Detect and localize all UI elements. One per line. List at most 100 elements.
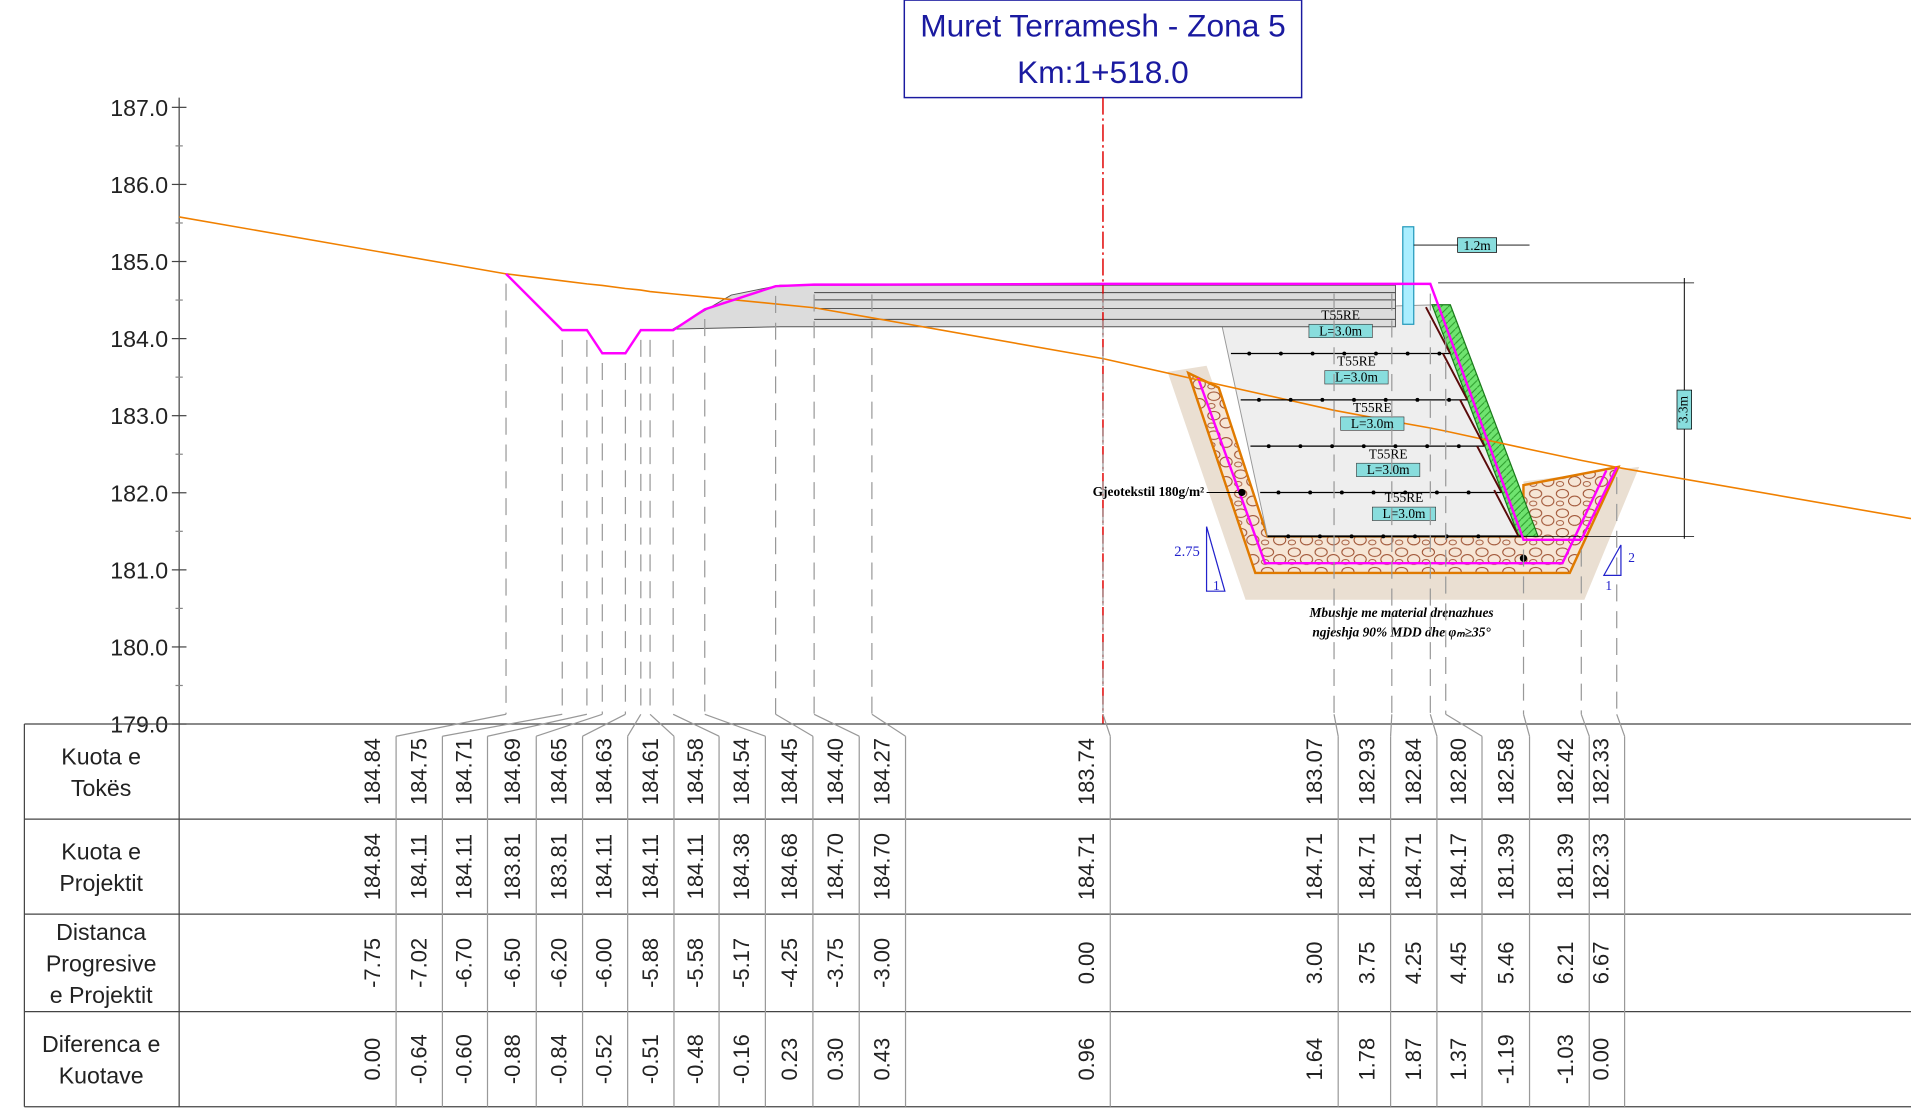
anchor: [1447, 398, 1451, 402]
anchor: [1406, 352, 1410, 356]
cell-value: 182.33: [1588, 833, 1613, 900]
row-label: e Projektit: [50, 982, 153, 1008]
station-link: [1391, 714, 1392, 736]
cell-value: 182.42: [1553, 738, 1578, 805]
cell-value: 1.87: [1401, 1038, 1426, 1081]
cell-value: -0.16: [729, 1034, 754, 1084]
anchor: [1340, 491, 1344, 495]
y-tick-label: 185.0: [110, 249, 168, 275]
reinforcement-type: T55RE: [1321, 307, 1360, 322]
guardrail-post: [1403, 227, 1414, 325]
station-link: [650, 714, 674, 736]
cell-value: 184.11: [406, 834, 431, 899]
cell-value: 183.07: [1302, 738, 1327, 805]
cell-value: -5.58: [683, 938, 708, 988]
station-link: [1103, 714, 1110, 736]
cell-value: -6.00: [592, 938, 617, 988]
cell-value: 4.25: [1401, 942, 1426, 985]
y-tick-label: 183.0: [110, 403, 168, 429]
cell-value: -0.52: [592, 1034, 617, 1084]
reinforcement-length: L=3.0m: [1335, 370, 1378, 385]
cell-value: 183.74: [1074, 738, 1099, 805]
cell-value: 0.00: [1588, 1038, 1613, 1081]
reinforcement-type: T55RE: [1337, 354, 1376, 369]
row-label: Progresive: [46, 950, 157, 976]
cell-value: 184.63: [592, 738, 617, 805]
cell-value: 184.45: [777, 738, 802, 805]
cell-value: 184.71: [1354, 833, 1379, 900]
anchor: [1318, 534, 1322, 538]
cell-value: 0.43: [869, 1038, 894, 1081]
cell-value: 0.96: [1074, 1038, 1099, 1081]
title: Muret Terramesh - Zona 5: [920, 8, 1286, 44]
cell-value: -3.75: [823, 938, 848, 988]
subtitle: Km:1+518.0: [1017, 54, 1189, 90]
row-label: Distanca: [56, 919, 146, 945]
cell-value: 184.61: [638, 738, 663, 805]
cell-value: 181.39: [1493, 833, 1518, 900]
anchor: [1286, 534, 1290, 538]
page: {"title":{"line1":"Muret Terramesh - Zon…: [0, 0, 1911, 1119]
cell-value: 182.80: [1446, 738, 1471, 805]
anchor: [1350, 534, 1354, 538]
anchor: [1257, 398, 1261, 402]
cell-value: 181.39: [1553, 833, 1578, 900]
slope-triangle: [1604, 545, 1621, 575]
y-tick-label: 182.0: [110, 480, 168, 506]
cell-value: 184.11: [592, 834, 617, 899]
row-label: Projektit: [59, 870, 143, 896]
cell-value: 182.93: [1354, 738, 1379, 805]
cell-value: -6.20: [546, 938, 571, 988]
anchor: [1362, 444, 1366, 448]
row-label: Diferenca e: [42, 1031, 160, 1057]
anchor: [1437, 352, 1441, 356]
cell-value: 184.75: [406, 738, 431, 805]
cell-value: -3.00: [869, 938, 894, 988]
dim-label: 1.2m: [1464, 238, 1492, 253]
cell-value: -5.88: [638, 938, 663, 988]
cell-value: 3.75: [1354, 942, 1379, 985]
station-link: [872, 714, 906, 736]
anchor: [1330, 444, 1334, 448]
cell-value: -0.64: [406, 1034, 431, 1084]
row-label: Kuota e: [61, 743, 141, 769]
cell-value: 184.84: [360, 833, 385, 900]
cell-value: 184.69: [500, 738, 525, 805]
anchor: [1381, 534, 1385, 538]
cell-value: -0.84: [546, 1034, 571, 1084]
cell-value: 0.00: [360, 1038, 385, 1081]
cell-value: 182.33: [1588, 738, 1613, 805]
cell-value: 184.70: [869, 833, 894, 900]
station-link: [1617, 714, 1625, 736]
slope-rise: 2: [1628, 550, 1635, 565]
anchor: [1415, 398, 1419, 402]
fill-note: ngjeshja 90% MDD dhe φₘ≥35°: [1312, 624, 1491, 639]
reinforcement-type: T55RE: [1369, 446, 1408, 461]
anchor: [1308, 491, 1312, 495]
cell-value: 1.37: [1446, 1038, 1471, 1081]
slope-run: 1: [1213, 578, 1220, 593]
cell-value: 184.27: [869, 738, 894, 805]
cell-value: 184.38: [729, 833, 754, 900]
cell-value: 0.00: [1074, 942, 1099, 985]
anchor: [1467, 491, 1471, 495]
y-tick-label: 181.0: [110, 557, 168, 583]
y-tick-label: 180.0: [110, 634, 168, 660]
station-link: [628, 714, 641, 736]
station-link: [1581, 714, 1589, 736]
cell-value: 184.58: [683, 738, 708, 805]
cell-value: 6.67: [1588, 942, 1613, 985]
cell-value: 182.58: [1493, 738, 1518, 805]
station-link: [1430, 714, 1437, 736]
leader-dot: [1238, 489, 1245, 496]
anchor: [1311, 352, 1315, 356]
anchor: [1247, 352, 1251, 356]
cell-value: 0.30: [823, 1038, 848, 1081]
cell-value: 3.00: [1302, 942, 1327, 985]
station-link: [396, 714, 506, 736]
cell-value: 183.81: [546, 833, 571, 900]
anchor: [1267, 444, 1271, 448]
anchor: [1372, 491, 1376, 495]
reinforcement-length: L=3.0m: [1367, 462, 1410, 477]
cell-value: -6.70: [451, 938, 476, 988]
